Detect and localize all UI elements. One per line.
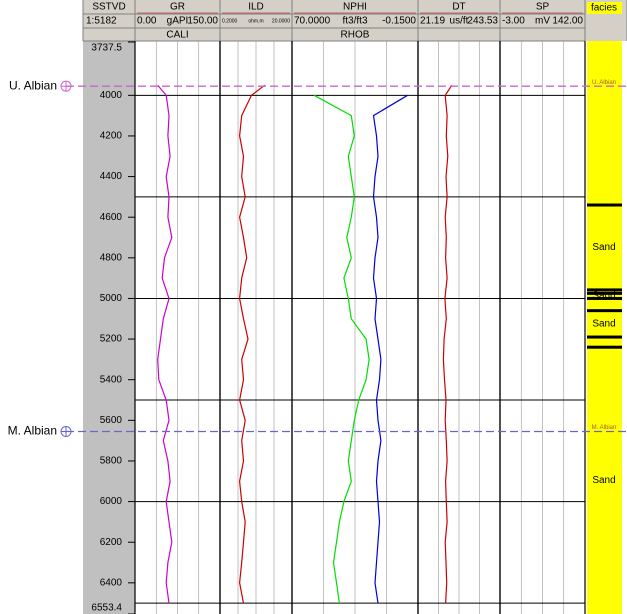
track-min: 21.19 <box>420 16 445 27</box>
facies-base <box>587 288 622 292</box>
depth-tick-label: 6200 <box>100 537 123 548</box>
facies-base <box>587 296 622 300</box>
depth-column <box>83 41 135 614</box>
depth-tick-label: 4800 <box>100 252 123 263</box>
depth-tick-label: 4400 <box>100 171 123 182</box>
log-curve <box>238 84 266 604</box>
track-name: GR <box>170 2 185 13</box>
top-facies-label: M. Albian <box>592 425 617 431</box>
facies-label: Sand <box>592 291 615 302</box>
track-max: 150.00 <box>187 16 218 27</box>
track-name: SP <box>536 2 550 13</box>
track-min: -3.00 <box>502 16 525 27</box>
top-label: M. Albian <box>8 424 57 438</box>
track-sub-name: RHOB <box>341 30 370 41</box>
facies-label: Sand <box>592 318 615 329</box>
facies-top <box>587 309 622 313</box>
track-unit: ohm.m <box>248 18 263 24</box>
facies-column <box>587 41 622 614</box>
depth-tick-label: 6400 <box>100 577 123 588</box>
track-unit: us/ft <box>450 16 469 27</box>
track-min: 70.0000 <box>294 16 331 27</box>
depth-tick-label: 5600 <box>100 415 123 426</box>
track-max: 243.53 <box>467 16 498 27</box>
facies-header: facies <box>591 3 617 14</box>
facies-base <box>587 335 622 339</box>
facies-label: Sand <box>592 475 615 486</box>
depth-tick-label: 6553.4 <box>91 603 122 614</box>
track-name: DT <box>452 2 465 13</box>
track-min: 0.2000 <box>222 18 238 24</box>
track-min: 0.00 <box>137 16 157 27</box>
depth-tick-label: 4600 <box>100 212 123 223</box>
facies-header-bg <box>587 2 622 14</box>
depth-tick-label: 3737.5 <box>91 43 122 54</box>
track-unit: mV <box>535 16 550 27</box>
log-curve <box>157 84 173 604</box>
facies-top <box>587 291 622 295</box>
track-unit: ft3/ft3 <box>342 16 367 27</box>
header-bg <box>83 0 627 41</box>
depth-tick-label: 5000 <box>100 293 123 304</box>
depth-tick-label: 5800 <box>100 456 123 467</box>
top-label: U. Albian <box>9 78 57 92</box>
facies-top <box>587 203 622 207</box>
depth-tick-label: 5200 <box>100 334 123 345</box>
depth-tick-label: 4200 <box>100 131 123 142</box>
facies-top <box>587 345 622 349</box>
log-curve <box>313 94 370 604</box>
track-max: -0.1500 <box>382 16 416 27</box>
depth-tick-label: 6000 <box>100 496 123 507</box>
depth-header: SSTVD <box>92 2 125 13</box>
top-facies-label: U. Albian <box>592 80 616 86</box>
track-max: 142.00 <box>552 16 583 27</box>
track-unit: gAPI <box>167 16 189 27</box>
log-curve <box>372 94 408 604</box>
track-name: NPHI <box>343 2 367 13</box>
log-curve <box>442 84 453 604</box>
depth-scale: 1:5182 <box>86 16 117 27</box>
track-max: 20.0000 <box>272 18 290 24</box>
depth-tick-label: 5400 <box>100 374 123 385</box>
facies-label: Sand <box>592 242 615 253</box>
track-sub-name: CALI <box>166 30 188 41</box>
track-name: ILD <box>248 2 264 13</box>
depth-tick-label: 4000 <box>100 90 123 101</box>
